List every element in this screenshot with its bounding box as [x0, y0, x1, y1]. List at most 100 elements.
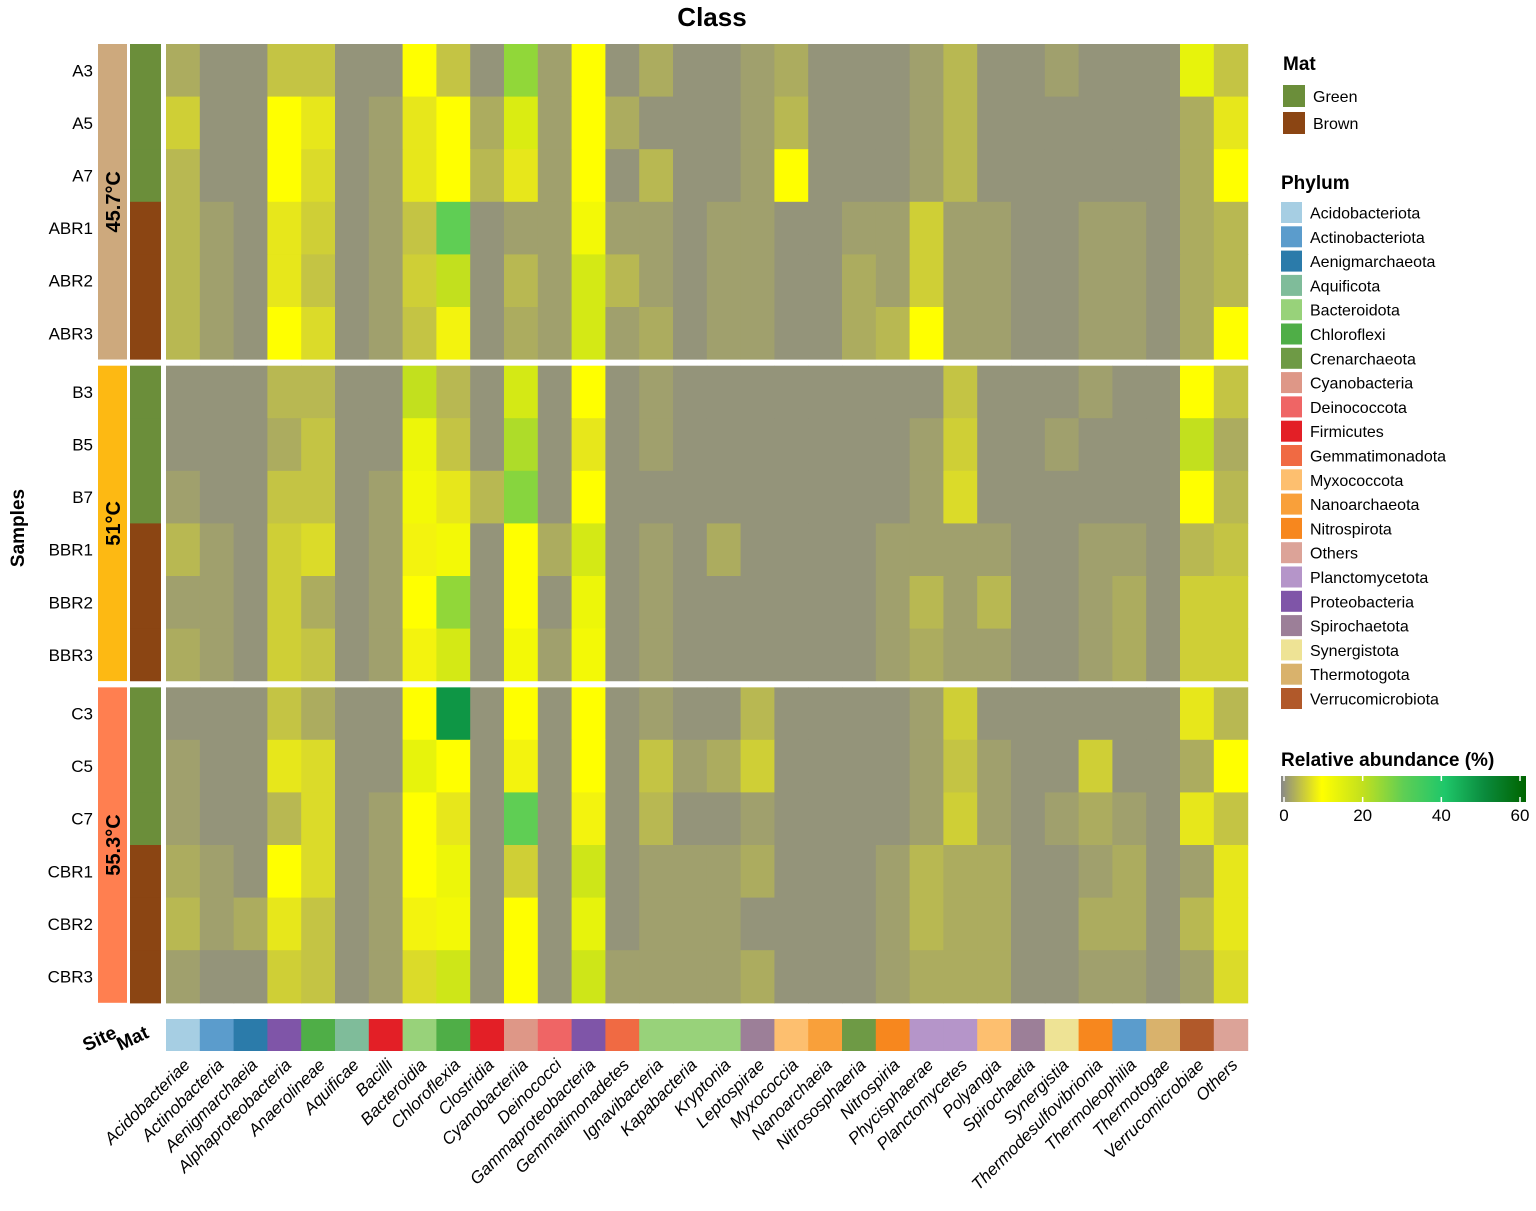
heat-cell-CBR1-Cyanobacteriia — [504, 845, 539, 899]
heat-cell-B5-Bacilli — [368, 418, 404, 472]
heat-cell-CBR1-Acidobacteriae — [166, 845, 201, 899]
heat-cell-CBR1-Bacteroidia — [402, 845, 437, 899]
phylum-cell-Synergistia — [1044, 1019, 1080, 1051]
heat-cell-B5-Anaerolineae — [301, 418, 336, 472]
heat-cell-C3-Aquificae — [335, 687, 370, 741]
phylum-legend-label-Proteobacteria: Proteobacteria — [1310, 594, 1414, 611]
heat-cell-BBR2-Chloroflexia — [436, 576, 471, 630]
mat-cell-B5 — [130, 418, 161, 472]
phylum-cell-Leptospirae — [740, 1019, 775, 1051]
heat-cell-BBR2-Clostridia — [470, 576, 505, 630]
heat-cell-ABR2-Alphaproteobacteria — [267, 254, 302, 308]
site-label-1: 51°C — [103, 501, 125, 546]
heat-cell-A7-Aquificae — [335, 149, 370, 203]
heat-cell-B5-Myxococcia — [774, 418, 809, 472]
phylum-legend-label-Gemmatimonadota: Gemmatimonadota — [1310, 449, 1446, 466]
heat-cell-A5-Anaerolineae — [301, 96, 336, 150]
heat-cell-A3-Gammaproteobacteria — [571, 44, 606, 98]
heat-cell-BBR1-Bacilli — [368, 523, 404, 577]
heat-cell-A5-Kryptonia — [706, 96, 742, 150]
heat-cell-CBR1-Verrucomicrobiae — [1180, 845, 1215, 899]
heat-cell-CBR2-Gemmatimonadetes — [605, 897, 640, 951]
heat-cell-C3-Polyangia — [977, 687, 1012, 741]
heat-cell-B7-Cyanobacteriia — [504, 470, 539, 524]
heat-cell-ABR3-Myxococcia — [774, 307, 809, 361]
mat-cell-ABR3 — [130, 307, 161, 361]
phylum-legend: Phylum Acidobacteriota Actinobacteriota Ae… — [1281, 173, 1446, 709]
heat-cell-B7-Thermotogae — [1146, 470, 1181, 524]
heat-cell-B5-Nitrososphaeria — [842, 418, 877, 472]
heat-cell-ABR3-Spirochaetia — [1011, 307, 1046, 361]
heat-cell-C3-Nanoarchaeia — [808, 687, 843, 741]
heat-cell-C5-Spirochaetia — [1011, 739, 1046, 793]
heat-cell-A5-Alphaproteobacteria — [267, 96, 302, 150]
heat-cell-BBR1-Kryptonia — [706, 523, 742, 577]
phylum-cell-Kryptonia — [706, 1019, 742, 1051]
heat-cell-A5-Gammaproteobacteria — [571, 96, 606, 150]
heat-cell-C7-Gemmatimonadetes — [605, 792, 640, 846]
heat-cell-BBR2-Anaerolineae — [301, 576, 336, 630]
heat-cell-ABR2-Gammaproteobacteria — [571, 254, 606, 308]
heat-cell-CBR2-Cyanobacteriia — [504, 897, 539, 951]
phylum-legend-swatch-Nitrospirota — [1281, 517, 1302, 539]
heat-cell-A3-Clostridia — [470, 44, 505, 98]
heat-cell-B5-Nitrospiria — [875, 418, 911, 472]
heat-cell-A7-Nanoarchaeia — [808, 149, 843, 203]
heat-cell-BBR3-Thermodesulfovibrionia — [1078, 628, 1113, 682]
heat-cell-CBR3-Nitrososphaeria — [842, 950, 877, 1004]
heat-cell-CBR3-Deinococci — [537, 950, 573, 1004]
phylum-cell-Phycisphaerae — [909, 1019, 944, 1051]
heat-cell-A3-Planctomycetes — [943, 44, 978, 98]
heat-cell-C7-Kryptonia — [706, 792, 742, 846]
heat-cell-B5-Synergistia — [1044, 418, 1080, 472]
phylum-cell-Spirochaetia — [1011, 1019, 1046, 1051]
heat-cell-ABR1-Aquificae — [335, 201, 370, 255]
heat-cell-B5-Acidobacteriae — [166, 418, 201, 472]
heat-cell-CBR1-Alphaproteobacteria — [267, 845, 302, 899]
heat-cell-C5-Anaerolineae — [301, 739, 336, 793]
site-band-1 — [98, 365, 127, 682]
heat-cell-A5-Acidobacteriae — [166, 96, 201, 150]
abundance-legend: Relative abundance (%) 0 20 40 60 — [1279, 750, 1529, 825]
heat-cell-BBR3-Synergistia — [1044, 628, 1080, 682]
heat-cell-A7-Acidobacteriae — [166, 149, 201, 203]
heat-cell-B5-Cyanobacteriia — [504, 418, 539, 472]
heat-cell-CBR2-Leptospirae — [740, 897, 775, 951]
row-label-B3: B3 — [72, 383, 93, 402]
heat-cell-ABR2-Polyangia — [977, 254, 1012, 308]
heat-cell-C5-Kapabacteria — [673, 739, 708, 793]
heat-cell-A7-Kapabacteria — [673, 149, 708, 203]
phylum-legend-label-Planctomycetota: Planctomycetota — [1310, 570, 1428, 587]
heat-cell-BBR1-Actinobacteria — [199, 523, 235, 577]
phylum-legend-swatch-Myxococcota — [1281, 469, 1302, 491]
heat-cell-C7-Kapabacteria — [673, 792, 708, 846]
heat-cell-ABR1-Alphaproteobacteria — [267, 201, 302, 255]
heat-cell-A7-Kryptonia — [706, 149, 742, 203]
heat-cell-CBR3-Gemmatimonadetes — [605, 950, 640, 1004]
heat-cell-B7-Verrucomicrobiae — [1180, 470, 1215, 524]
heat-cell-C3-Nitrososphaeria — [842, 687, 877, 741]
heat-cell-BBR2-Kryptonia — [706, 576, 742, 630]
phylum-cell-Gemmatimonadetes — [605, 1019, 640, 1051]
heat-cell-C3-Phycisphaerae — [909, 687, 944, 741]
heat-cell-B3-Nanoarchaeia — [808, 365, 843, 419]
heat-cell-ABR3-Nanoarchaeia — [808, 307, 843, 361]
heat-cell-BBR3-Others — [1213, 628, 1249, 682]
heat-cell-A7-Chloroflexia — [436, 149, 471, 203]
heat-cell-BBR1-Nitrososphaeria — [842, 523, 877, 577]
heat-cell-B7-Phycisphaerae — [909, 470, 944, 524]
site-label-0: 45.7°C — [103, 171, 125, 232]
heat-cell-BBR2-Alphaproteobacteria — [267, 576, 302, 630]
heat-cell-ABR2-Nitrospiria — [875, 254, 911, 308]
phylum-cell-Anaerolineae — [301, 1019, 336, 1051]
heat-cell-BBR2-Nitrososphaeria — [842, 576, 877, 630]
row-label-C7: C7 — [71, 810, 93, 829]
heat-cell-BBR3-Verrucomicrobiae — [1180, 628, 1215, 682]
heat-cell-CBR1-Gammaproteobacteria — [571, 845, 606, 899]
heat-cell-CBR2-Ignavibacteria — [639, 897, 674, 951]
heat-cell-C5-Chloroflexia — [436, 739, 471, 793]
heat-cell-C7-Thermoleophilia — [1112, 792, 1147, 846]
phylum-cell-Thermoleophilia — [1112, 1019, 1147, 1051]
heat-cell-C7-Gammaproteobacteria — [571, 792, 606, 846]
heat-cell-C5-Others — [1213, 739, 1249, 793]
